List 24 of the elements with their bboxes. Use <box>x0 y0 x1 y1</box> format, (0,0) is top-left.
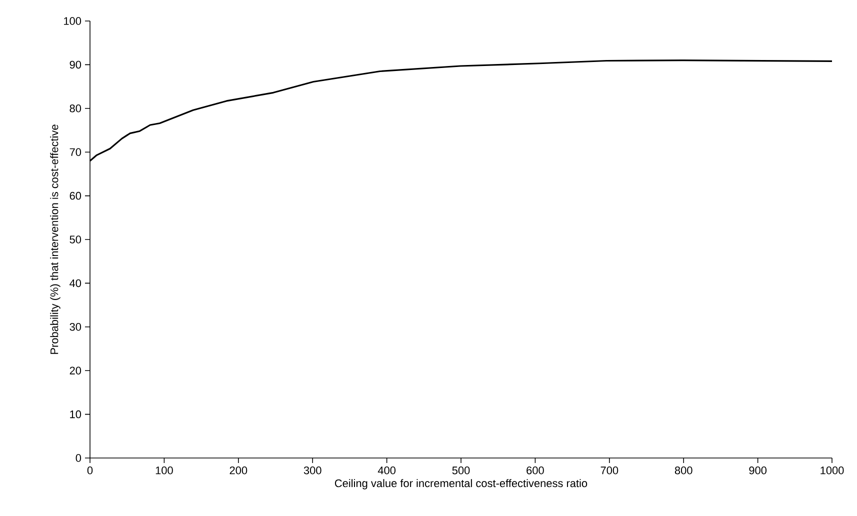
y-tick-label: 90 <box>70 60 82 69</box>
x-tick-label: 0 <box>87 466 93 474</box>
x-axis-title: Ceiling value for incremental cost-effectiveness ratio <box>334 479 588 490</box>
y-tick-label: 20 <box>70 366 82 374</box>
x-tick-label: 200 <box>230 466 248 474</box>
y-tick-label: 0 <box>76 454 82 462</box>
y-tick-label: 80 <box>70 104 82 112</box>
y-tick-label: 40 <box>70 279 82 288</box>
y-tick-label: 10 <box>70 410 82 418</box>
x-tick-label: 900 <box>749 466 767 474</box>
x-tick-label: 500 <box>452 466 470 474</box>
x-tick-label: 600 <box>526 466 544 474</box>
y-tick-label: 50 <box>70 236 82 244</box>
y-axis-title: Probability (%) that intervention is cost-effective <box>50 124 60 354</box>
x-tick-label: 100 <box>156 466 173 474</box>
x-tick-label: 800 <box>674 466 692 474</box>
y-tick-label: 70 <box>70 148 82 156</box>
y-tick-label: 60 <box>70 192 82 200</box>
y-tick-label: 100 <box>64 17 82 25</box>
y-tick-label: 30 <box>70 323 82 331</box>
x-tick-label: 1000 <box>820 466 844 474</box>
x-tick-label: 300 <box>304 466 322 474</box>
x-tick-label: 700 <box>600 466 618 474</box>
x-tick-label: 400 <box>378 466 396 474</box>
